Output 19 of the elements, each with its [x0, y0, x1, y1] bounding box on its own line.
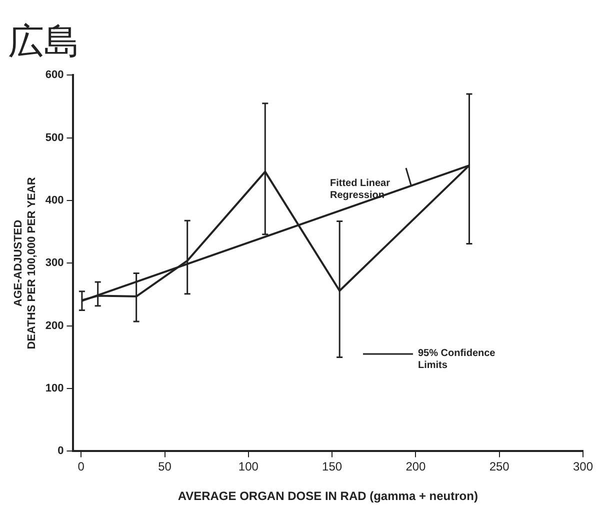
x-tick-label: 100 — [238, 460, 259, 474]
y-tick-label: 200 — [45, 320, 64, 332]
x-tick-label: 300 — [572, 460, 594, 474]
x-tick-label: 200 — [406, 460, 426, 474]
x-tick-label: 150 — [322, 460, 342, 474]
y-tick-label: 400 — [45, 194, 64, 207]
y-tick-label: 0 — [58, 445, 64, 458]
x-tick-label: 0 — [78, 460, 85, 474]
x-tick-label: 250 — [489, 460, 510, 474]
chart-title: 広島 — [8, 20, 80, 62]
x-axis-title: AVERAGE ORGAN DOSE IN RAD (gamma + neutron) — [178, 489, 478, 504]
annotation: 95% Confidence Limits — [418, 348, 496, 372]
y-tick-label: 600 — [45, 69, 64, 82]
y-tick-label: 500 — [45, 132, 64, 144]
y-tick-label: 300 — [45, 257, 64, 270]
annotation: Fitted Linear Regression — [330, 178, 392, 202]
x-tick-label: 50 — [158, 460, 172, 474]
y-tick-label: 100 — [45, 382, 64, 395]
y-axis-title: AGE-ADJUSTED DEATHS PER 100,000 PER YEAR — [12, 177, 38, 350]
